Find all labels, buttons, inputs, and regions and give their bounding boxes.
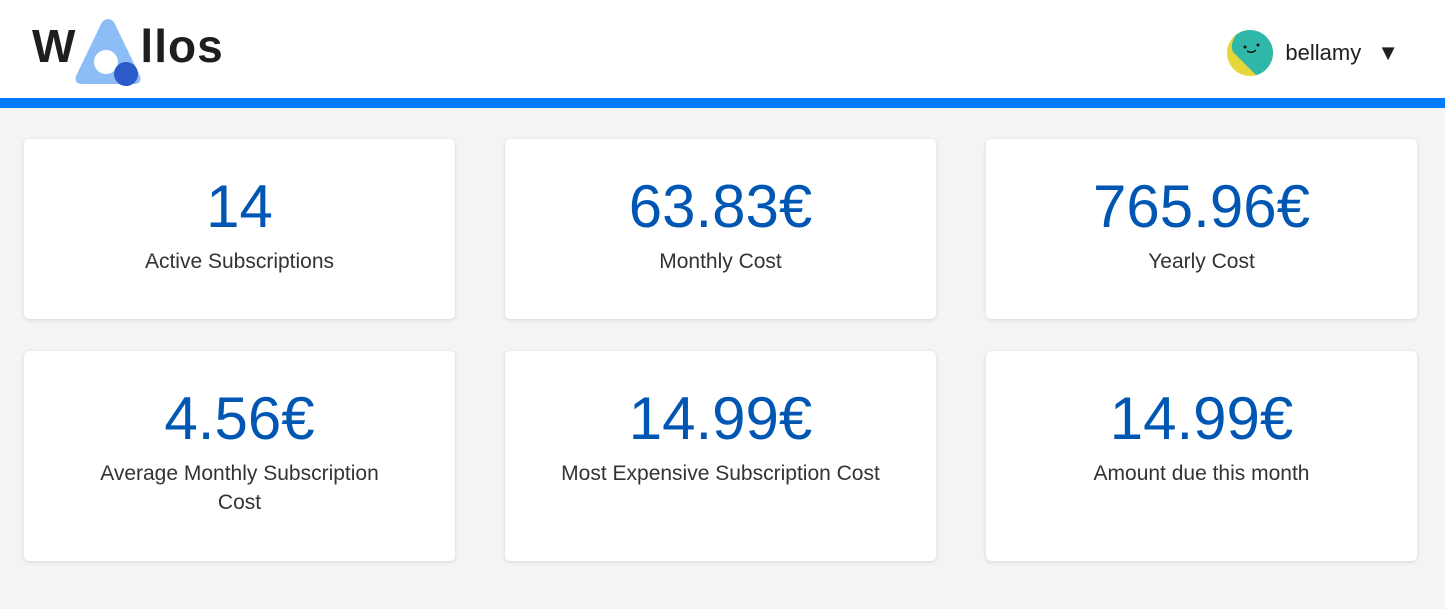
stat-label: Amount due this month [1093,462,1310,485]
stats-grid: 14 Active Subscriptions 63.83€ Monthly C… [0,108,1445,592]
stat-label: Yearly Cost [1148,250,1255,273]
stat-card-active-subscriptions: 14 Active Subscriptions [24,139,455,319]
stat-value: 4.56€ [164,385,315,452]
stat-value: 14.99€ [628,385,813,452]
stat-card-amount-due: 14.99€ Amount due this month [986,351,1417,561]
header: W llos bellamy ▼ [0,0,1445,108]
username: bellamy [1285,40,1362,65]
stat-label: Average Monthly Subscription Cost [100,462,379,514]
stat-label: Monthly Cost [659,250,782,273]
stat-value: 14 [206,173,273,240]
logo-text-w: W [32,20,77,72]
stat-card-most-expensive: 14.99€ Most Expensive Subscription Cost [505,351,936,561]
chevron-down-icon[interactable]: ▼ [1377,40,1399,65]
logo[interactable]: W llos [32,18,224,86]
stat-card-monthly-cost: 63.83€ Monthly Cost [505,139,936,319]
stat-value: 63.83€ [628,173,813,240]
stat-card-yearly-cost: 765.96€ Yearly Cost [986,139,1417,319]
logo-text-rest: llos [140,20,224,72]
logo-triangle-icon [76,19,141,86]
user-menu[interactable]: bellamy ▼ [1227,30,1399,76]
stat-value: 765.96€ [1093,173,1310,240]
stat-label: Active Subscriptions [144,250,335,273]
stat-label: Most Expensive Subscription Cost [561,462,880,485]
smiley-avatar-icon [1227,30,1274,76]
stat-value: 14.99€ [1109,385,1294,452]
stat-card-average-monthly-cost: 4.56€ Average Monthly Subscription Cost [24,351,455,561]
